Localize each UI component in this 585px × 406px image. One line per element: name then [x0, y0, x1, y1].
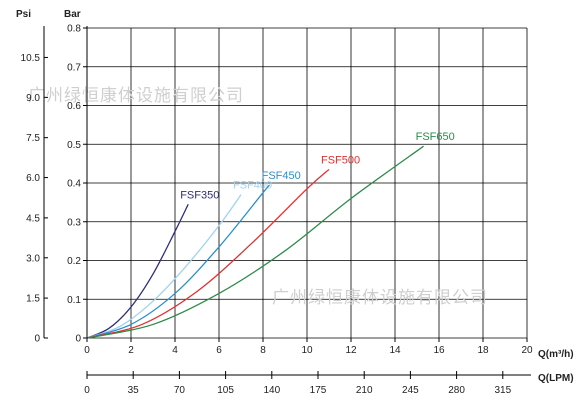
series-line-fsf450 [86, 184, 271, 339]
y-tick-label: 0.6 [67, 101, 81, 112]
x-tick-label: 0 [84, 345, 90, 356]
x2-tick-label: 315 [494, 385, 511, 396]
x2-tick-label: 35 [128, 385, 140, 396]
y-tick-label: 0.7 [67, 62, 81, 73]
x-tick-label: 14 [389, 345, 401, 356]
x-tick-label: 4 [172, 345, 178, 356]
series-label-fsf400: FSF400 [233, 180, 272, 192]
series-label-fsf650: FSF650 [416, 131, 455, 143]
axes-layer: 0 0.1 0.2 0.3 0.4 0.5 0.6 0.7 0.8 0 1.5 3.0 4.5 6.0 7.… [21, 24, 533, 397]
x2-tick-label: 210 [356, 385, 373, 396]
x2-tick-label: 105 [217, 385, 234, 396]
y2-tick-label: 10.5 [21, 53, 41, 64]
x2-tick-label: 245 [402, 385, 419, 396]
series-line-fsf400 [86, 194, 242, 339]
x-tick-label: 18 [477, 345, 489, 356]
y-tick-label: 0.8 [67, 24, 81, 35]
x2-tick-label: 140 [263, 385, 280, 396]
series-line-fsf650 [86, 145, 424, 339]
y2-tick-label: 6.0 [26, 173, 40, 184]
x-tick-label: 12 [345, 345, 357, 356]
y2-axis-unit: Psi [16, 9, 31, 20]
series-line-fsf350 [86, 204, 189, 339]
y-tick-label: 0.5 [67, 140, 81, 151]
y-tick-label: 0.3 [67, 217, 81, 228]
x-tick-label: 10 [301, 345, 313, 356]
y2-tick-label: 1.5 [26, 294, 40, 305]
y2-tick-label: 7.5 [26, 133, 40, 144]
x2-tick-label: 0 [84, 385, 90, 396]
watermark-bottom: 广州绿恒康体设施有限公司 [272, 288, 488, 307]
series-label-fsf500: FSF500 [321, 154, 360, 166]
series-label-fsf450: FSF450 [262, 170, 301, 182]
x-tick-label: 6 [216, 345, 222, 356]
y-tick-label: 0.1 [67, 295, 81, 306]
y2-tick-label: 3.0 [26, 253, 40, 264]
x-axis-unit: Q(m³/h) [538, 349, 574, 360]
y-axis-unit: Bar [64, 9, 81, 20]
y2-tick-label: 9.0 [26, 93, 40, 104]
x-tick-label: 8 [260, 345, 266, 356]
x2-tick-label: 175 [310, 385, 327, 396]
series-line-fsf500 [86, 168, 330, 339]
y-tick-label: 0.4 [67, 179, 81, 190]
watermark-top: 广州绿恒康体设施有限公司 [28, 86, 244, 105]
watermarks: 广州绿恒康体设施有限公司 广州绿恒康体设施有限公司 [28, 86, 488, 307]
x2-tick-label: 280 [448, 385, 465, 396]
series-label-fsf350: FSF350 [180, 189, 219, 201]
x2-tick-label: 70 [174, 385, 186, 396]
x-tick-label: 16 [433, 345, 445, 356]
y-tick-label: 0 [75, 334, 81, 345]
y-tick-label: 0.2 [67, 256, 81, 267]
y2-tick-label: 4.5 [26, 213, 40, 224]
y2-tick-label: 0 [34, 334, 40, 345]
x2-axis-unit: Q(LPM) [538, 373, 574, 384]
x-tick-label: 20 [521, 345, 533, 356]
chart-grid [86, 27, 528, 339]
x-tick-label: 2 [128, 345, 134, 356]
